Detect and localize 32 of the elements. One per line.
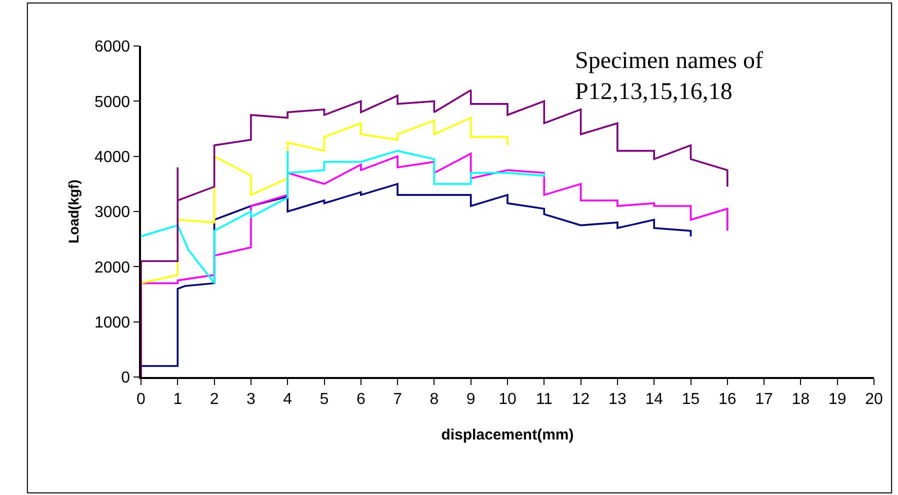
y-tick-label: 3000 <box>94 204 130 222</box>
y-tick-label: 4000 <box>94 148 130 166</box>
x-tick-label: 4 <box>283 390 292 408</box>
x-tick-label: 0 <box>136 390 146 408</box>
x-tick-label: 11 <box>536 390 553 408</box>
x-axis-title: displacement(mm) <box>441 426 574 444</box>
x-tick-label: 7 <box>393 390 402 408</box>
x-tick-label: 2 <box>210 390 219 408</box>
x-tick-label: 12 <box>572 390 590 408</box>
x-tick-label: 1 <box>173 390 182 408</box>
y-tick-label: 2000 <box>94 259 130 276</box>
y-tick-label: 6000 <box>94 38 130 56</box>
x-tick-label: 16 <box>718 390 736 408</box>
annotation: Specimen names of P12,13,15,16,18 <box>575 48 763 106</box>
x-tick-label: 17 <box>755 390 774 408</box>
y-axis-title: Load(kgf) <box>66 180 82 244</box>
x-tick-label: 10 <box>498 390 516 408</box>
x-tick-label: 14 <box>645 390 664 408</box>
line-series <box>141 150 546 284</box>
y-tick-label: 0 <box>121 370 130 387</box>
x-tick-label: 13 <box>608 390 626 408</box>
x-tick-label: 19 <box>828 390 846 408</box>
x-tick-label: 6 <box>356 390 366 408</box>
x-tick-label: 3 <box>246 390 256 408</box>
x-tick-label: 5 <box>320 390 329 408</box>
x-tick-label: 18 <box>792 390 810 408</box>
x-tick-label: 9 <box>466 390 476 408</box>
y-tick-label: 5000 <box>94 94 130 111</box>
x-tick-label: 8 <box>430 390 439 408</box>
x-tick-label: 20 <box>865 390 883 408</box>
y-tick-label: 1000 <box>94 314 130 332</box>
x-tick-label: 15 <box>682 390 700 408</box>
